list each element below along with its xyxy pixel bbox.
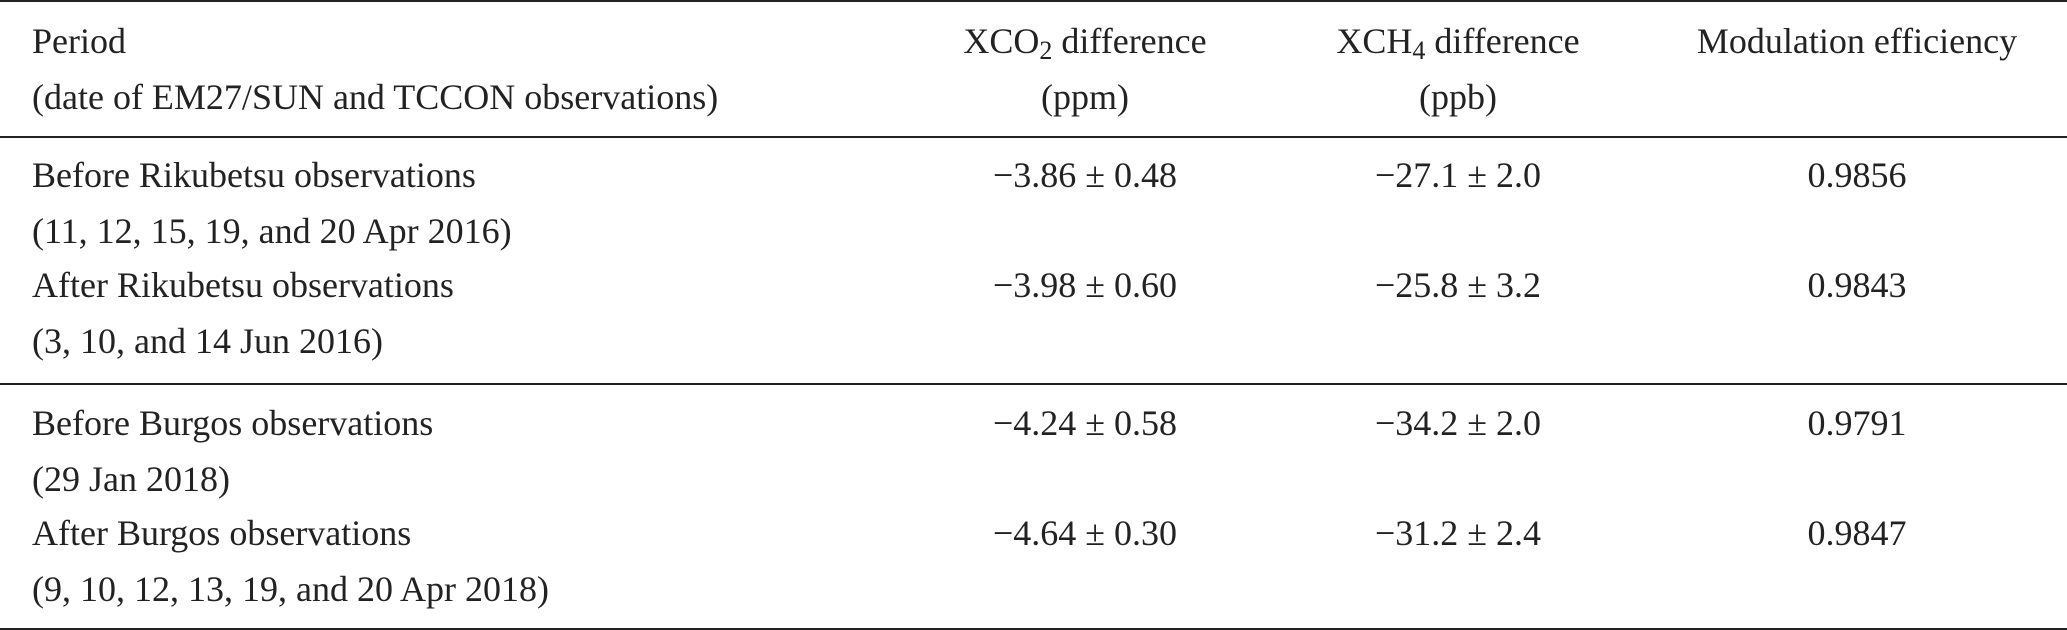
period-cell: After Burgos observations (32, 513, 412, 553)
header-cell: XCO2 difference (963, 21, 1207, 64)
header-cell: (ppb) (1419, 77, 1497, 117)
top-rule (0, 0, 2067, 2)
xco2-cell: −3.86 ± 0.48 (992, 155, 1178, 195)
dates-cell: (9, 10, 12, 13, 19, and 20 Apr 2018) (32, 569, 549, 609)
xch4-cell: −25.8 ± 3.2 (1374, 265, 1542, 305)
header-cell: (ppm) (1041, 77, 1129, 117)
header-cell: (date of EM27/SUN and TCCON observations… (32, 77, 719, 117)
period-cell: After Rikubetsu observations (32, 265, 454, 305)
header-text: difference (1425, 21, 1580, 61)
efficiency-cell: 0.9847 (1807, 513, 1907, 553)
subscript: 2 (1039, 36, 1053, 65)
header-text: XCH (1336, 21, 1413, 61)
period-cell: Before Rikubetsu observations (32, 155, 476, 195)
bottom-rule (0, 628, 2067, 630)
xch4-cell: −27.1 ± 2.0 (1374, 155, 1542, 195)
header-text: difference (1052, 21, 1207, 61)
header-cell: Period (32, 21, 126, 61)
efficiency-cell: 0.9843 (1807, 265, 1907, 305)
efficiency-cell: 0.9856 (1807, 155, 1907, 195)
xch4-cell: −31.2 ± 2.4 (1374, 513, 1542, 553)
dates-cell: (11, 12, 15, 19, and 20 Apr 2016) (32, 211, 512, 251)
xco2-cell: −3.98 ± 0.60 (992, 265, 1178, 305)
header-rule (0, 136, 2067, 138)
period-cell: Before Burgos observations (32, 403, 434, 443)
header-cell: XCH4 difference (1336, 21, 1580, 64)
subscript: 4 (1412, 36, 1426, 65)
dates-cell: (3, 10, and 14 Jun 2016) (32, 321, 383, 361)
efficiency-cell: 0.9791 (1807, 403, 1907, 443)
header-cell: Modulation efficiency (1696, 21, 2018, 61)
xco2-cell: −4.64 ± 0.30 (992, 513, 1178, 553)
dates-cell: (29 Jan 2018) (32, 459, 230, 499)
xch4-cell: −34.2 ± 2.0 (1374, 403, 1542, 443)
header-text: XCO (963, 21, 1040, 61)
xco2-cell: −4.24 ± 0.58 (992, 403, 1178, 443)
group-rule (0, 383, 2067, 385)
